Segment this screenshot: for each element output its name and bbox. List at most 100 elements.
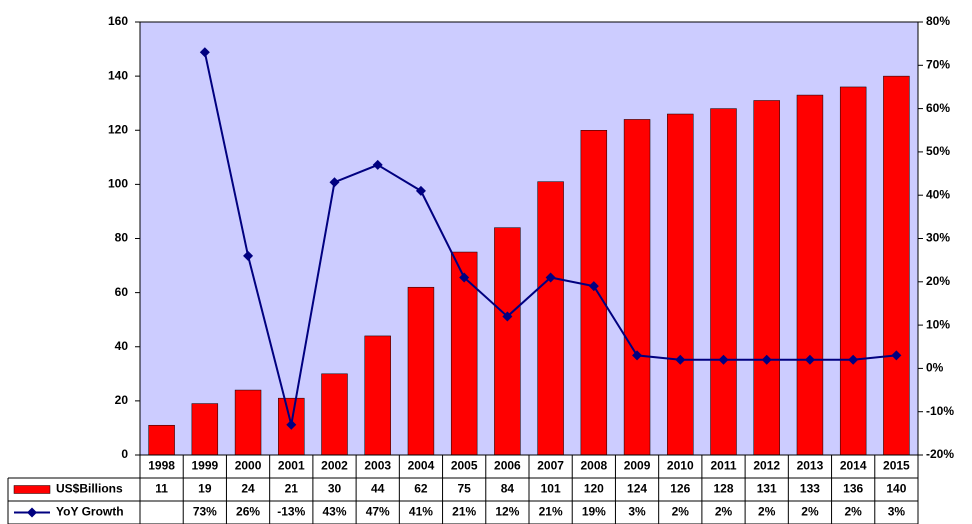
- data-label: 3%: [888, 505, 906, 519]
- bar: [450, 251, 478, 456]
- bar: [839, 86, 867, 456]
- marker: [502, 311, 513, 322]
- y-tick-label: 160: [108, 14, 128, 28]
- y2-tick-label: 80%: [926, 14, 950, 28]
- data-label: 2%: [801, 505, 819, 519]
- bar: [494, 227, 521, 456]
- data-label: 2%: [844, 505, 862, 519]
- x-tick-label: 2004: [408, 459, 435, 473]
- y-tick-label: 20: [115, 393, 129, 407]
- data-label: 124: [627, 482, 647, 496]
- data-label: 131: [757, 482, 777, 496]
- y2-tick-label: 0%: [926, 361, 944, 375]
- bar: [191, 403, 219, 456]
- marker: [675, 354, 686, 365]
- y2-tick-label: 30%: [926, 231, 950, 245]
- marker: [545, 272, 556, 283]
- marker: [848, 354, 859, 365]
- data-label: 62: [414, 482, 428, 496]
- data-label: 24: [241, 482, 255, 496]
- data-label: 128: [713, 482, 733, 496]
- y2-tick-label: -10%: [926, 404, 954, 418]
- data-label: 73%: [193, 505, 217, 519]
- y-tick-label: 120: [108, 122, 128, 136]
- data-label: 2%: [715, 505, 733, 519]
- data-label: 47%: [366, 505, 390, 519]
- data-label: 19%: [582, 505, 606, 519]
- y-tick-label: 40: [115, 339, 129, 353]
- data-label: -13%: [277, 505, 305, 519]
- bar: [580, 130, 608, 456]
- marker: [243, 250, 254, 261]
- plot-area: [139, 21, 919, 456]
- marker: [199, 47, 210, 58]
- y-tick-label: 0: [121, 447, 128, 461]
- bar: [883, 75, 910, 456]
- marker: [632, 350, 643, 361]
- data-label: 120: [584, 482, 604, 496]
- x-tick-label: 2001: [278, 459, 305, 473]
- data-label: 21%: [452, 505, 476, 519]
- x-tick-label: 2005: [451, 459, 478, 473]
- x-tick-label: 2002: [321, 459, 348, 473]
- legend-label: US$Billions: [56, 482, 123, 496]
- x-tick-label: 2012: [753, 459, 780, 473]
- data-label: 21: [285, 482, 299, 496]
- legend-marker: [27, 507, 37, 518]
- bar: [407, 286, 435, 456]
- bar: [364, 335, 391, 456]
- y-tick-label: 140: [108, 68, 128, 82]
- data-label: 11: [155, 482, 168, 496]
- y-tick-label: 80: [115, 231, 129, 245]
- legend-label: YoY Growth: [56, 505, 124, 519]
- data-label: 75: [457, 482, 471, 496]
- y-tick-label: 100: [108, 177, 128, 191]
- marker: [804, 354, 815, 365]
- x-tick-label: 2011: [710, 459, 736, 473]
- x-tick-label: 2000: [235, 459, 262, 473]
- legend-swatch: [13, 485, 51, 494]
- y2-tick-label: 60%: [926, 101, 950, 115]
- data-label: 30: [328, 482, 342, 496]
- x-tick-label: 1998: [148, 459, 175, 473]
- y2-tick-label: -20%: [926, 447, 954, 461]
- marker: [718, 354, 729, 365]
- marker: [459, 272, 470, 283]
- data-label: 43%: [322, 505, 346, 519]
- marker: [891, 350, 902, 361]
- marker: [588, 281, 599, 292]
- x-tick-label: 2006: [494, 459, 521, 473]
- bar: [234, 389, 262, 456]
- marker: [329, 177, 340, 188]
- y2-tick-label: 70%: [926, 57, 950, 71]
- data-label: 41%: [409, 505, 433, 519]
- data-label: 126: [670, 482, 690, 496]
- bar: [796, 94, 824, 456]
- bar: [667, 113, 694, 456]
- data-label: 19: [198, 482, 212, 496]
- y2-tick-label: 40%: [926, 187, 950, 201]
- x-tick-label: 2010: [667, 459, 694, 473]
- bar: [710, 108, 737, 456]
- x-tick-label: 2007: [537, 459, 564, 473]
- data-label: 21%: [539, 505, 563, 519]
- y-tick-label: 60: [115, 285, 129, 299]
- data-label: 84: [501, 482, 515, 496]
- data-label: 44: [371, 482, 385, 496]
- data-label: 136: [843, 482, 863, 496]
- x-tick-label: 2014: [840, 459, 867, 473]
- x-tick-label: 2003: [364, 459, 391, 473]
- data-label: 26%: [236, 505, 260, 519]
- y2-tick-label: 50%: [926, 144, 950, 158]
- bar: [148, 424, 175, 456]
- y2-tick-label: 20%: [926, 274, 950, 288]
- bar: [321, 373, 348, 456]
- bar: [753, 100, 780, 456]
- marker: [415, 185, 426, 196]
- data-label: 133: [800, 482, 820, 496]
- marker: [372, 159, 383, 170]
- data-label: 2%: [758, 505, 776, 519]
- x-tick-label: 2015: [883, 459, 910, 473]
- bar: [623, 119, 651, 456]
